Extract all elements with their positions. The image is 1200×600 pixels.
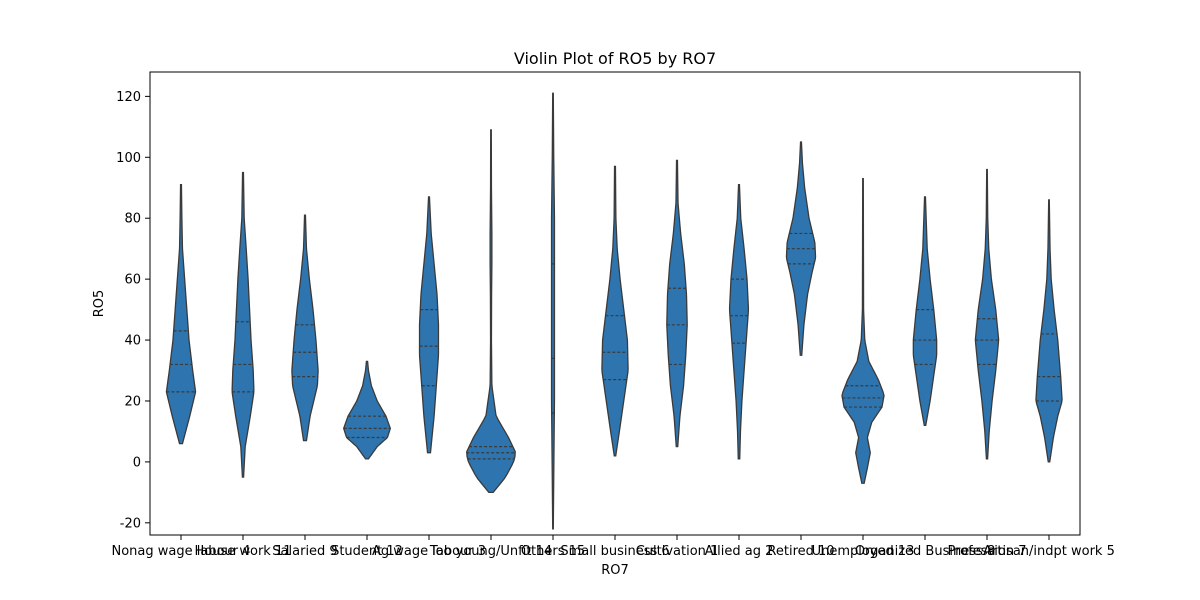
violin-8 [666,159,688,448]
violin-0 [165,184,197,445]
violin-12 [912,196,938,426]
x-tick-label: Retired 10 [767,544,834,559]
violin-2 [291,214,319,442]
y-tick-label: 60 [124,273,141,288]
x-tick-label: Others 15 [521,544,585,559]
x-tick-label: Nonag wage labour 4 [111,544,250,559]
violin-7 [601,165,629,457]
x-tick-label: Organized Business 8 [855,544,995,559]
x-tick-label: Unemployed 13 [812,544,915,559]
y-tick-label: 80 [124,212,141,227]
violin-1 [231,171,255,478]
x-axis-label: RO7 [601,563,629,578]
y-tick-label: 20 [124,394,141,409]
violin-3 [342,360,392,460]
violin-10 [785,141,817,356]
x-tick-label: Small business 6 [560,544,669,559]
violin-layer [165,92,1063,530]
violin-9 [728,184,750,460]
violin-4 [418,196,440,454]
y-tick-label: 120 [116,90,141,105]
y-tick-label: -20 [120,516,141,531]
x-tick-label: Ag wage labour 3 [372,544,486,559]
chart-title: Violin Plot of RO5 by RO7 [514,49,716,68]
violin-11 [841,177,885,484]
x-tick-label: Salaried 9 [272,544,337,559]
y-axis-ticks: -20 0 20 40 60 80 100 120 [116,90,150,531]
y-tick-label: 0 [133,455,141,470]
y-tick-label: 40 [124,334,141,349]
x-tick-label: Allied ag 2 [705,544,774,559]
y-axis-label: RO5 [92,290,107,318]
violin-5 [466,129,516,494]
y-tick-label: 100 [116,151,141,166]
x-tick-label: Too young/Unfit 14 [429,544,552,559]
x-tick-label: Artisan/indpt work 5 [983,544,1115,559]
x-tick-label: House work 11 [194,544,291,559]
x-tick-label: Cultivation 1 [636,544,719,559]
x-tick-label: Student 12 [331,544,403,559]
violin-6 [550,92,556,530]
x-tick-label: Profession 7 [948,544,1027,559]
violin-14 [1035,199,1063,463]
